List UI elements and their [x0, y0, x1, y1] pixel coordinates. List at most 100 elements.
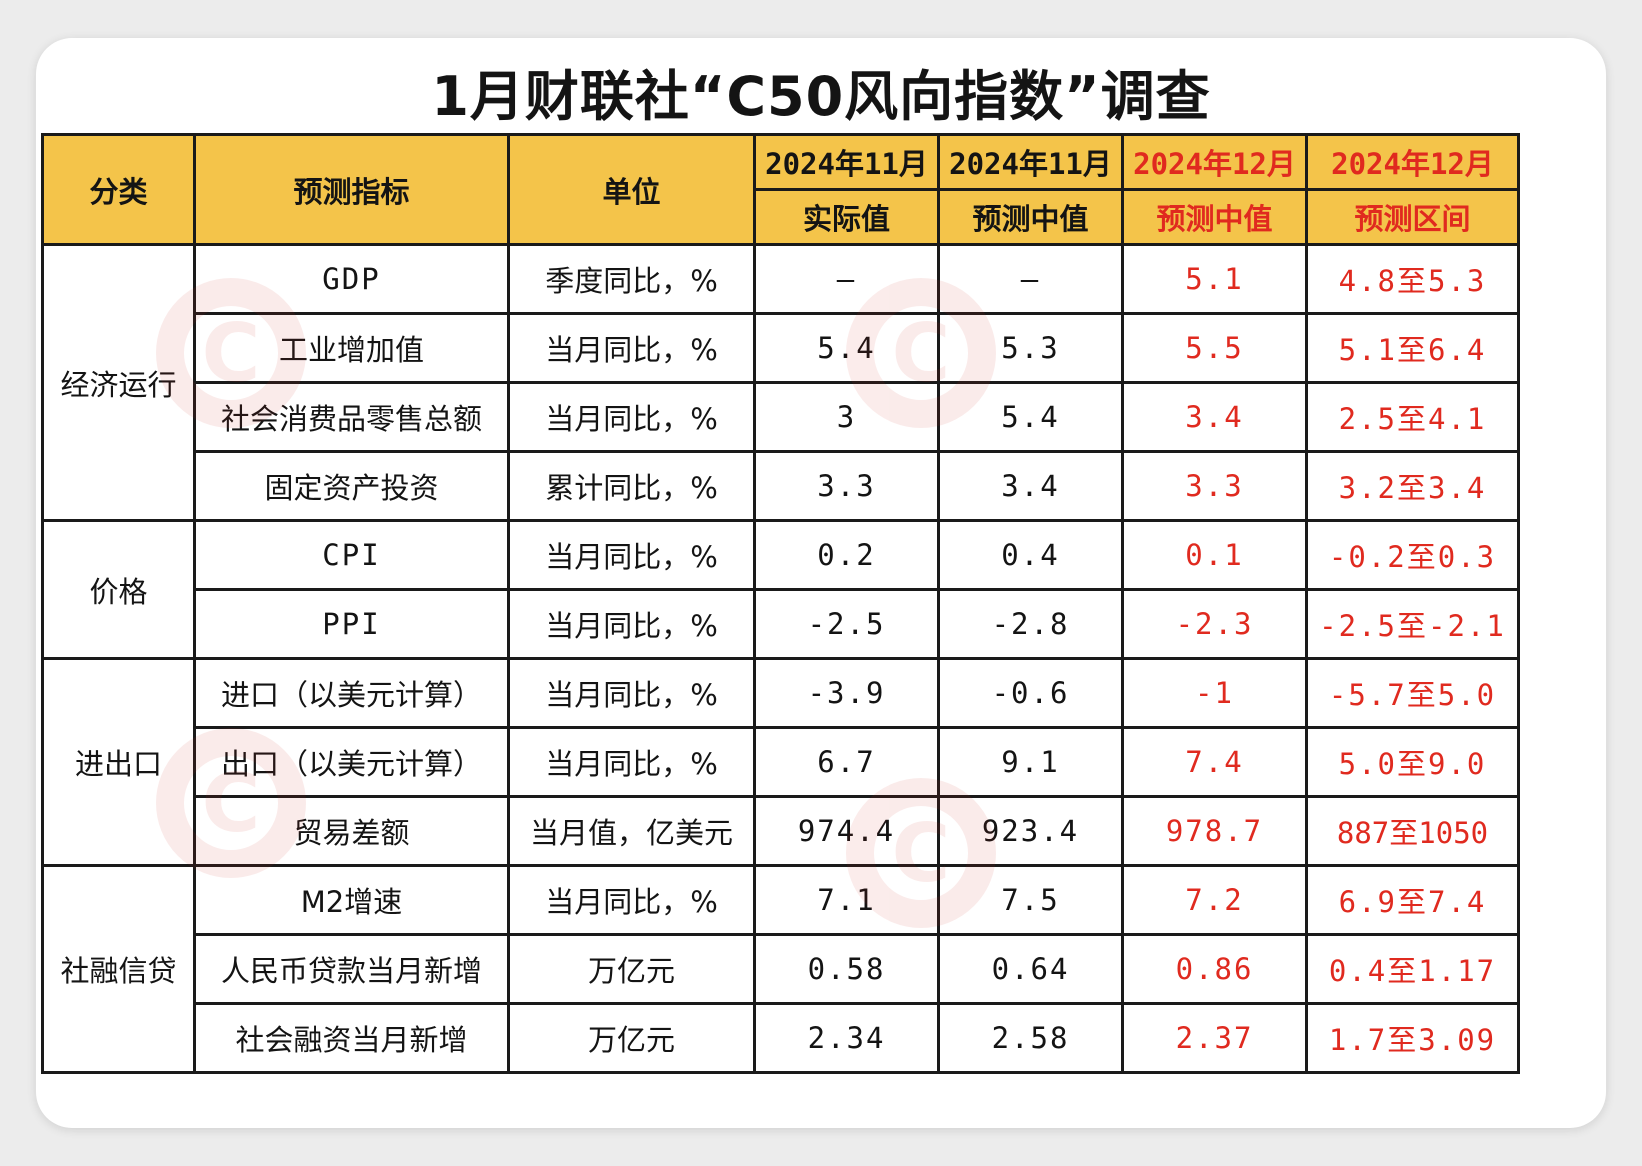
forecast-nov-cell: -0.6: [937, 657, 1124, 729]
actual-nov-cell: -3.9: [753, 657, 940, 729]
indicator-cell: 社会消费品零售总额: [193, 381, 510, 453]
range-dec-cell: -5.7至5.0: [1305, 657, 1520, 729]
forecast-dec-cell: 978.7: [1121, 795, 1308, 867]
actual-nov-cell: 5.4: [753, 312, 940, 384]
table-row: 人民币贷款当月新增 万亿元 0.58 0.64 0.86 0.4至1.17: [43, 933, 1520, 1005]
range-dec-cell: -2.5至-2.1: [1305, 588, 1520, 660]
header-col4-period: 2024年12月: [1305, 133, 1520, 191]
unit-cell: 万亿元: [507, 933, 756, 1005]
forecast-dec-cell: 7.4: [1121, 726, 1308, 798]
table-row: 进出口 进口（以美元计算） 当月同比，% -3.9 -0.6 -1 -5.7至5…: [41, 657, 1520, 867]
table-row: 经济运行 GDP 季度同比，% — — 5.1 4.8至5.3: [41, 243, 1520, 522]
actual-nov-cell: 0.58: [753, 933, 940, 1005]
forecast-dec-cell: 7.2: [1121, 864, 1308, 936]
survey-card: 1月财联社“C50风向指数”调查 C C C C 分类 预测指标 单位 2024…: [36, 38, 1606, 1128]
table-row: 社会融资当月新增 万亿元 2.34 2.58 2.37 1.7至3.09: [43, 1002, 1520, 1074]
table-row: 社会消费品零售总额 当月同比，% 3 5.4 3.4 2.5至4.1: [43, 381, 1520, 453]
forecast-dec-cell: 3.3: [1121, 450, 1308, 522]
header-row-bottom: 实际值 预测中值 预测中值 预测区间: [43, 188, 1520, 246]
indicator-cell: 出口（以美元计算）: [193, 726, 510, 798]
indicator-cell: CPI: [193, 519, 510, 591]
table-row: 社融信贷 M2增速 当月同比，% 7.1 7.5 7.2 6.9至7.4: [41, 864, 1520, 1074]
range-dec-cell: 3.2至3.4: [1305, 450, 1520, 522]
range-dec-cell: 1.7至3.09: [1305, 1002, 1520, 1074]
indicator-cell: 进口（以美元计算）: [193, 657, 510, 729]
unit-cell: 累计同比，%: [507, 450, 756, 522]
range-dec-cell: 5.0至9.0: [1305, 726, 1520, 798]
range-dec-cell: 0.4至1.17: [1305, 933, 1520, 1005]
unit-cell: 万亿元: [507, 1002, 756, 1074]
forecast-dec-cell: 0.86: [1121, 933, 1308, 1005]
actual-nov-cell: 6.7: [753, 726, 940, 798]
actual-nov-cell: —: [753, 243, 940, 315]
table-row: 固定资产投资 累计同比，% 3.3 3.4 3.3 3.2至3.4: [43, 450, 1520, 522]
forecast-nov-cell: 9.1: [937, 726, 1124, 798]
header-col2-label: 预测中值: [937, 188, 1124, 246]
survey-table: 分类 预测指标 单位 2024年11月 2024年11月 2024年12月 20…: [41, 133, 1520, 1074]
header-indicator: 预测指标: [193, 133, 510, 246]
range-dec-cell: -0.2至0.3: [1305, 519, 1520, 591]
indicator-cell: PPI: [193, 588, 510, 660]
actual-nov-cell: 3: [753, 381, 940, 453]
forecast-nov-cell: 2.58: [937, 1002, 1124, 1074]
forecast-nov-cell: 7.5: [937, 864, 1124, 936]
forecast-nov-cell: 0.64: [937, 933, 1124, 1005]
header-row-top: 分类 预测指标 单位 2024年11月 2024年11月 2024年12月 20…: [41, 133, 1520, 246]
actual-nov-cell: 2.34: [753, 1002, 940, 1074]
range-dec-cell: 6.9至7.4: [1305, 864, 1520, 936]
forecast-nov-cell: 0.4: [937, 519, 1124, 591]
forecast-dec-cell: 5.5: [1121, 312, 1308, 384]
table-row: 价格 CPI 当月同比，% 0.2 0.4 0.1 -0.2至0.3: [41, 519, 1520, 660]
indicator-cell: 贸易差额: [193, 795, 510, 867]
unit-cell: 当月值，亿美元: [507, 795, 756, 867]
unit-cell: 当月同比，%: [507, 657, 756, 729]
table-row: PPI 当月同比，% -2.5 -2.8 -2.3 -2.5至-2.1: [43, 588, 1520, 660]
range-dec-cell: 5.1至6.4: [1305, 312, 1520, 384]
actual-nov-cell: 3.3: [753, 450, 940, 522]
forecast-nov-cell: 3.4: [937, 450, 1124, 522]
forecast-nov-cell: -2.8: [937, 588, 1124, 660]
unit-cell: 当月同比，%: [507, 726, 756, 798]
indicator-cell: 人民币贷款当月新增: [193, 933, 510, 1005]
header-col1-period: 2024年11月: [753, 133, 940, 191]
unit-cell: 当月同比，%: [507, 381, 756, 453]
forecast-dec-cell: 5.1: [1121, 243, 1308, 315]
category-cell: 价格: [41, 519, 196, 660]
header-category: 分类: [41, 133, 196, 246]
header-col3-period: 2024年12月: [1121, 133, 1308, 191]
table-row: 出口（以美元计算） 当月同比，% 6.7 9.1 7.4 5.0至9.0: [43, 726, 1520, 798]
range-dec-cell: 2.5至4.1: [1305, 381, 1520, 453]
range-dec-cell: 887至1050: [1305, 795, 1520, 867]
forecast-nov-cell: 5.3: [937, 312, 1124, 384]
forecast-nov-cell: 5.4: [937, 381, 1124, 453]
actual-nov-cell: -2.5: [753, 588, 940, 660]
indicator-cell: GDP: [193, 243, 510, 315]
forecast-dec-cell: -2.3: [1121, 588, 1308, 660]
table-row: 工业增加值 当月同比，% 5.4 5.3 5.5 5.1至6.4: [43, 312, 1520, 384]
actual-nov-cell: 0.2: [753, 519, 940, 591]
page-title: 1月财联社“C50风向指数”调查: [431, 65, 1211, 128]
category-cell: 社融信贷: [41, 864, 196, 1074]
forecast-dec-cell: -1: [1121, 657, 1308, 729]
indicator-cell: 社会融资当月新增: [193, 1002, 510, 1074]
unit-cell: 当月同比，%: [507, 588, 756, 660]
forecast-dec-cell: 0.1: [1121, 519, 1308, 591]
table-row: 贸易差额 当月值，亿美元 974.4 923.4 978.7 887至1050: [43, 795, 1520, 867]
forecast-nov-cell: 923.4: [937, 795, 1124, 867]
unit-cell: 当月同比，%: [507, 864, 756, 936]
forecast-dec-cell: 3.4: [1121, 381, 1308, 453]
forecast-dec-cell: 2.37: [1121, 1002, 1308, 1074]
indicator-cell: M2增速: [193, 864, 510, 936]
header-col3-label: 预测中值: [1121, 188, 1308, 246]
header-unit: 单位: [507, 133, 756, 246]
header-col4-label: 预测区间: [1305, 188, 1520, 246]
category-cell: 经济运行: [41, 243, 196, 522]
unit-cell: 季度同比，%: [507, 243, 756, 315]
actual-nov-cell: 7.1: [753, 864, 940, 936]
unit-cell: 当月同比，%: [507, 312, 756, 384]
forecast-nov-cell: —: [937, 243, 1124, 315]
indicator-cell: 工业增加值: [193, 312, 510, 384]
actual-nov-cell: 974.4: [753, 795, 940, 867]
header-col2-period: 2024年11月: [937, 133, 1124, 191]
indicator-cell: 固定资产投资: [193, 450, 510, 522]
